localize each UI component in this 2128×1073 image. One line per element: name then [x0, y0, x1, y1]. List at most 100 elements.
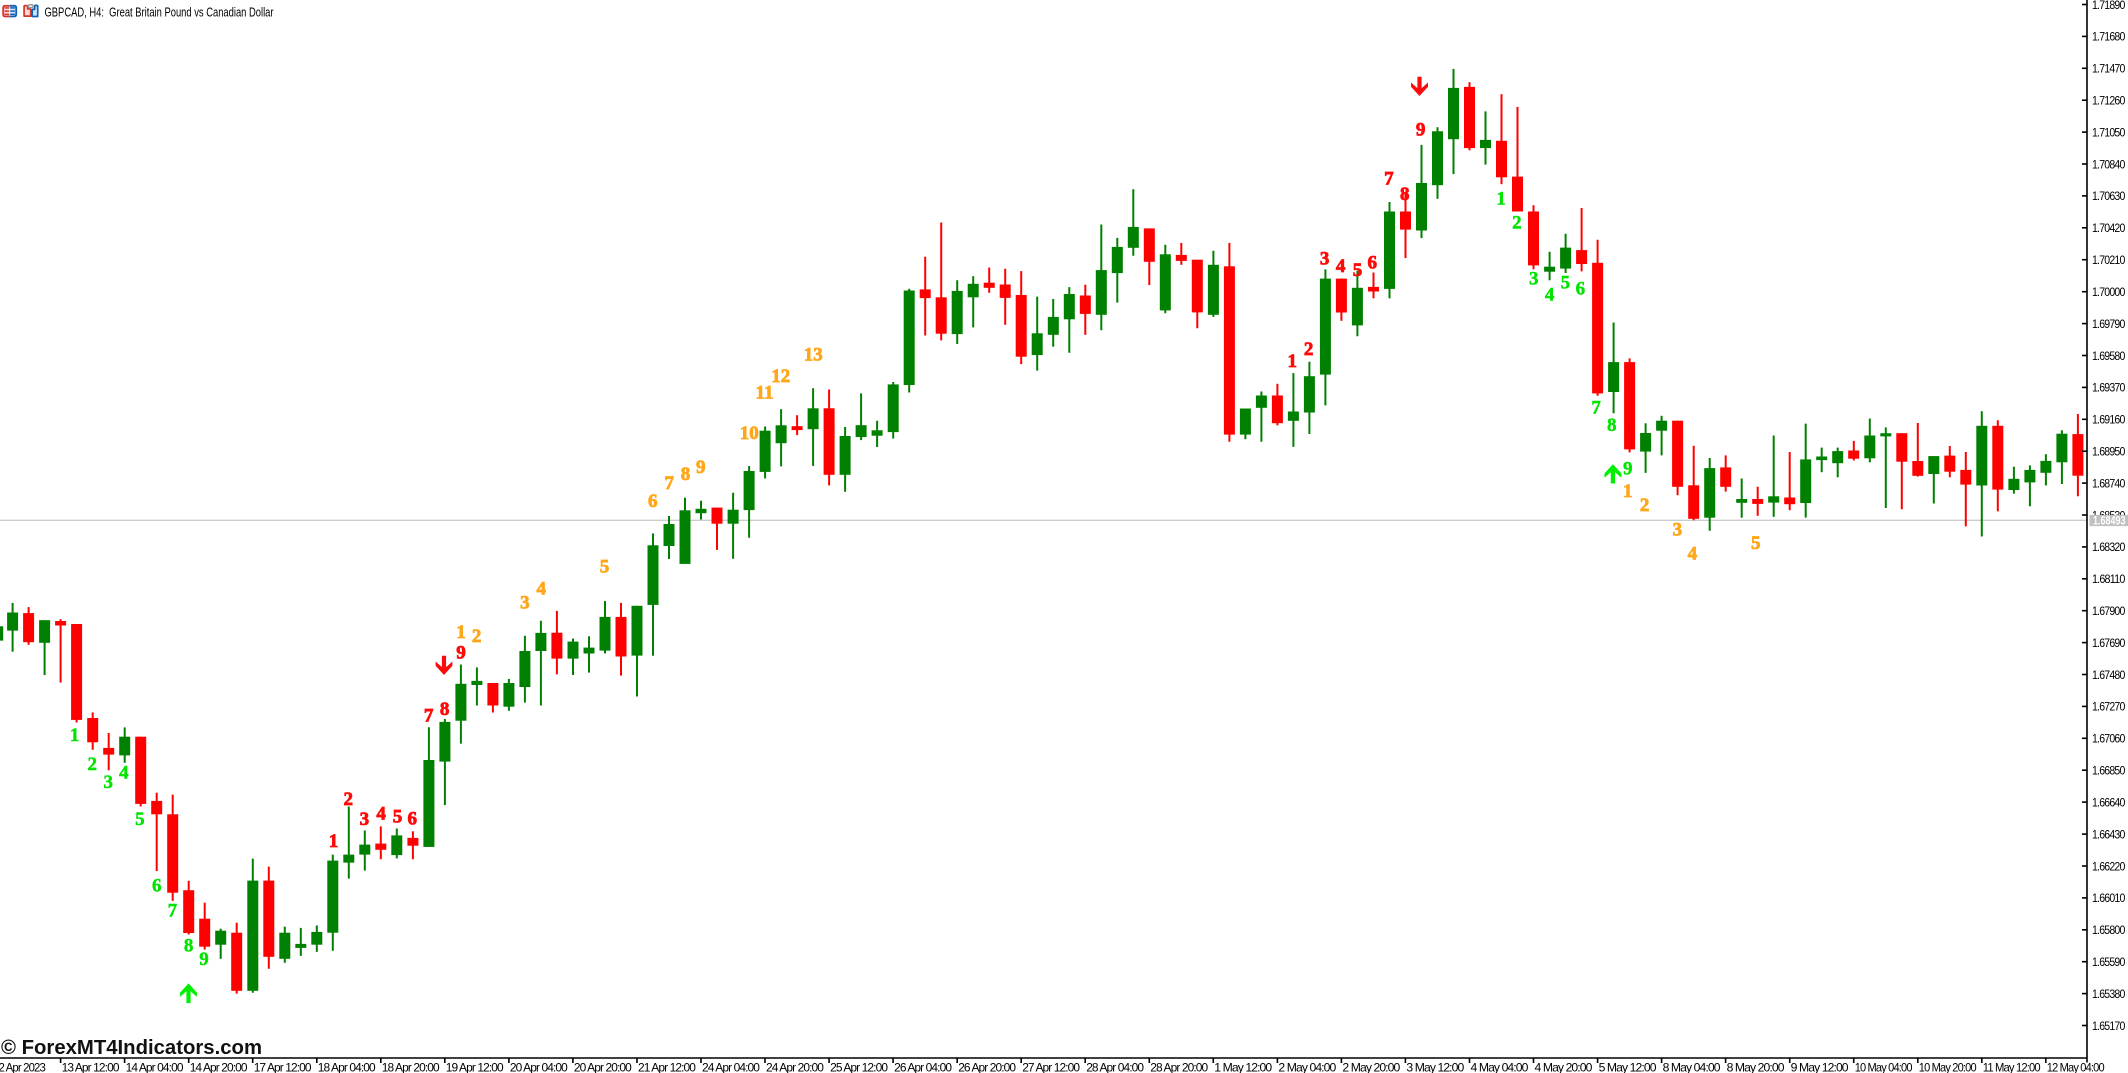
svg-text:1.66850: 1.66850: [2092, 764, 2126, 778]
svg-text:1: 1: [70, 725, 80, 746]
svg-text:2 May 20:00: 2 May 20:00: [1342, 1061, 1400, 1073]
svg-text:3: 3: [103, 772, 113, 793]
svg-text:7: 7: [168, 901, 178, 922]
svg-text:1.70000: 1.70000: [2092, 285, 2126, 299]
svg-text:2: 2: [1304, 339, 1314, 360]
svg-text:11 May 12:00: 11 May 12:00: [1983, 1061, 2041, 1073]
svg-text:2: 2: [344, 789, 354, 810]
svg-text:3: 3: [520, 593, 530, 614]
svg-text:10: 10: [740, 423, 759, 444]
svg-text:1.68110: 1.68110: [2092, 572, 2126, 586]
svg-text:8: 8: [1607, 415, 1617, 436]
svg-text:2: 2: [87, 754, 97, 775]
svg-text:3 May 12:00: 3 May 12:00: [1406, 1061, 1464, 1073]
svg-text:4: 4: [1336, 256, 1346, 277]
svg-text:5: 5: [1561, 272, 1571, 293]
svg-text:4: 4: [1545, 284, 1555, 305]
svg-text:1.67690: 1.67690: [2092, 636, 2126, 650]
svg-text:8 May 04:00: 8 May 04:00: [1663, 1061, 1721, 1073]
svg-text:7: 7: [424, 705, 434, 726]
svg-text:1.70420: 1.70420: [2092, 221, 2126, 235]
svg-text:1.69160: 1.69160: [2092, 413, 2126, 427]
svg-text:4 May 20:00: 4 May 20:00: [1535, 1061, 1593, 1073]
svg-text:5: 5: [393, 807, 403, 828]
svg-text:1.69580: 1.69580: [2092, 349, 2126, 363]
svg-text:19 Apr 12:00: 19 Apr 12:00: [446, 1061, 504, 1073]
svg-text:10 May 20:00: 10 May 20:00: [1919, 1061, 1977, 1073]
svg-text:17 Apr 12:00: 17 Apr 12:00: [254, 1061, 312, 1073]
svg-text:14 Apr 20:00: 14 Apr 20:00: [190, 1061, 248, 1073]
svg-text:3: 3: [360, 809, 370, 830]
svg-text:1: 1: [1623, 481, 1633, 502]
svg-text:24 Apr 20:00: 24 Apr 20:00: [766, 1061, 824, 1073]
svg-text:26 Apr 20:00: 26 Apr 20:00: [958, 1061, 1016, 1073]
svg-text:2: 2: [1640, 495, 1650, 516]
svg-text:8: 8: [184, 935, 194, 956]
svg-text:1.67270: 1.67270: [2092, 700, 2126, 714]
svg-text:9: 9: [1416, 120, 1426, 141]
svg-text:GBPCAD, H4: Great Britain Pou: GBPCAD, H4: Great Britain Pound vs Canad…: [45, 5, 274, 20]
svg-text:1.65590: 1.65590: [2092, 955, 2126, 969]
svg-text:9: 9: [199, 949, 209, 970]
svg-text:5: 5: [1751, 533, 1761, 554]
svg-text:12 Apr 2023: 12 Apr 2023: [0, 1061, 46, 1073]
svg-text:28 Apr 04:00: 28 Apr 04:00: [1086, 1061, 1144, 1073]
svg-text:5 May 12:00: 5 May 12:00: [1599, 1061, 1657, 1073]
svg-text:3: 3: [1673, 519, 1683, 540]
svg-text:1.71260: 1.71260: [2092, 94, 2126, 108]
svg-text:1.71890: 1.71890: [2092, 0, 2126, 12]
svg-text:2: 2: [472, 626, 482, 647]
svg-text:8: 8: [440, 699, 450, 720]
svg-text:9: 9: [456, 643, 466, 664]
svg-text:8: 8: [681, 464, 691, 485]
svg-text:6: 6: [407, 809, 417, 830]
svg-text:9 May 12:00: 9 May 12:00: [1791, 1061, 1849, 1073]
svg-text:24 Apr 04:00: 24 Apr 04:00: [702, 1061, 760, 1073]
svg-text:4: 4: [537, 578, 547, 599]
svg-text:7: 7: [664, 473, 674, 494]
svg-text:1.70210: 1.70210: [2092, 253, 2126, 267]
svg-text:21 Apr 12:00: 21 Apr 12:00: [638, 1061, 696, 1073]
svg-text:4: 4: [376, 803, 386, 824]
svg-text:1.69370: 1.69370: [2092, 381, 2126, 395]
svg-text:3: 3: [1320, 249, 1330, 270]
svg-text:8 May 20:00: 8 May 20:00: [1727, 1061, 1785, 1073]
svg-text:4: 4: [1688, 544, 1698, 565]
svg-text:10 May 04:00: 10 May 04:00: [1855, 1061, 1913, 1073]
svg-text:6: 6: [1576, 279, 1586, 300]
svg-text:5: 5: [600, 557, 610, 578]
svg-text:20 Apr 04:00: 20 Apr 04:00: [510, 1061, 568, 1073]
svg-text:1.66430: 1.66430: [2092, 827, 2126, 841]
svg-text:8: 8: [1400, 184, 1410, 205]
svg-text:1.65170: 1.65170: [2092, 1019, 2126, 1033]
svg-text:1.69790: 1.69790: [2092, 317, 2126, 331]
svg-text:1.70840: 1.70840: [2092, 157, 2126, 171]
svg-text:7: 7: [1591, 397, 1601, 418]
svg-text:2 May 04:00: 2 May 04:00: [1278, 1061, 1336, 1073]
svg-text:28 Apr 20:00: 28 Apr 20:00: [1150, 1061, 1208, 1073]
svg-text:1.68740: 1.68740: [2092, 476, 2126, 490]
svg-text:© ForexMT4Indicators.com: © ForexMT4Indicators.com: [1, 1036, 262, 1059]
svg-text:11: 11: [756, 383, 774, 404]
svg-text:6: 6: [1368, 253, 1378, 274]
svg-text:12 May 04:00: 12 May 04:00: [2047, 1061, 2105, 1073]
svg-text:25 Apr 12:00: 25 Apr 12:00: [830, 1061, 888, 1073]
svg-text:7: 7: [1384, 168, 1394, 189]
svg-text:14 Apr 04:00: 14 Apr 04:00: [126, 1061, 184, 1073]
svg-text:1.67900: 1.67900: [2092, 604, 2126, 618]
svg-text:18 Apr 20:00: 18 Apr 20:00: [382, 1061, 440, 1073]
svg-text:1.68950: 1.68950: [2092, 445, 2126, 459]
svg-text:1.70630: 1.70630: [2092, 189, 2126, 203]
svg-text:1.68493: 1.68493: [2093, 513, 2126, 527]
svg-text:1.71470: 1.71470: [2092, 62, 2126, 76]
svg-text:9: 9: [1623, 459, 1633, 480]
svg-text:9: 9: [696, 457, 706, 478]
svg-text:26 Apr 04:00: 26 Apr 04:00: [894, 1061, 952, 1073]
svg-text:1 May 12:00: 1 May 12:00: [1214, 1061, 1272, 1073]
svg-text:4: 4: [119, 763, 129, 784]
svg-text:6: 6: [152, 876, 162, 897]
svg-text:5: 5: [135, 809, 145, 830]
svg-text:1.65380: 1.65380: [2092, 987, 2126, 1001]
svg-text:13 Apr 12:00: 13 Apr 12:00: [62, 1061, 120, 1073]
svg-text:1: 1: [456, 622, 466, 643]
